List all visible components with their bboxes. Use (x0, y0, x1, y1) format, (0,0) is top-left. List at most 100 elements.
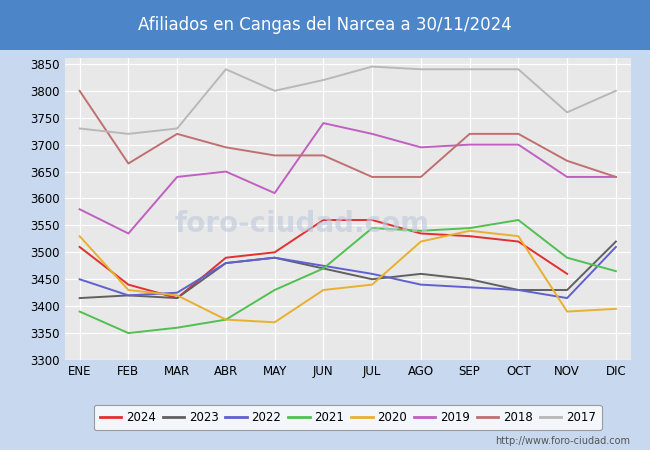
2017 (270, 88, 278, 94)
2021 (368, 225, 376, 231)
2017 (465, 67, 473, 72)
2019 (270, 190, 278, 196)
2024 (222, 255, 230, 261)
2023 (612, 239, 619, 244)
2018 (563, 158, 571, 163)
2019 (417, 144, 425, 150)
2018 (125, 161, 133, 166)
2022 (75, 277, 83, 282)
2024 (75, 244, 83, 250)
2019 (563, 174, 571, 180)
Text: foro-ciudad.com: foro-ciudad.com (175, 210, 430, 238)
2017 (563, 110, 571, 115)
2018 (75, 88, 83, 94)
2022 (368, 271, 376, 277)
2020 (417, 239, 425, 244)
2024 (417, 231, 425, 236)
2024 (320, 217, 327, 223)
2020 (368, 282, 376, 287)
2017 (612, 88, 619, 94)
2022 (563, 295, 571, 301)
2018 (515, 131, 523, 136)
2019 (320, 121, 327, 126)
2020 (125, 287, 133, 292)
2018 (368, 174, 376, 180)
Line: 2019: 2019 (79, 123, 616, 234)
2017 (173, 126, 181, 131)
2020 (612, 306, 619, 311)
Text: http://www.foro-ciudad.com: http://www.foro-ciudad.com (495, 436, 630, 446)
2022 (173, 290, 181, 295)
2022 (465, 284, 473, 290)
2019 (368, 131, 376, 136)
2019 (515, 142, 523, 147)
2019 (465, 142, 473, 147)
2020 (270, 320, 278, 325)
2020 (75, 234, 83, 239)
2022 (515, 287, 523, 292)
2017 (222, 67, 230, 72)
2022 (270, 255, 278, 261)
Line: 2023: 2023 (79, 242, 616, 298)
2018 (270, 153, 278, 158)
2019 (612, 174, 619, 180)
2019 (222, 169, 230, 174)
2018 (320, 153, 327, 158)
2021 (612, 269, 619, 274)
2024 (465, 234, 473, 239)
2023 (320, 266, 327, 271)
2021 (515, 217, 523, 223)
2017 (417, 67, 425, 72)
2024 (515, 239, 523, 244)
2018 (612, 174, 619, 180)
Text: Afiliados en Cangas del Narcea a 30/11/2024: Afiliados en Cangas del Narcea a 30/11/2… (138, 16, 512, 34)
Line: 2022: 2022 (79, 247, 616, 298)
2023 (125, 292, 133, 298)
2018 (465, 131, 473, 136)
2019 (75, 207, 83, 212)
2021 (320, 266, 327, 271)
2021 (465, 225, 473, 231)
2023 (222, 261, 230, 266)
2017 (75, 126, 83, 131)
2023 (270, 255, 278, 261)
2023 (417, 271, 425, 277)
2019 (173, 174, 181, 180)
2022 (417, 282, 425, 287)
2021 (222, 317, 230, 322)
Line: 2024: 2024 (79, 220, 567, 298)
2022 (612, 244, 619, 250)
2022 (222, 261, 230, 266)
2018 (173, 131, 181, 136)
2018 (417, 174, 425, 180)
Line: 2021: 2021 (79, 220, 616, 333)
2023 (368, 277, 376, 282)
2017 (125, 131, 133, 136)
2024 (173, 295, 181, 301)
Line: 2017: 2017 (79, 67, 616, 134)
Line: 2018: 2018 (79, 91, 616, 177)
2019 (125, 231, 133, 236)
2023 (515, 287, 523, 292)
2024 (270, 250, 278, 255)
2021 (125, 330, 133, 336)
2023 (563, 287, 571, 292)
2020 (465, 228, 473, 234)
2024 (368, 217, 376, 223)
2020 (563, 309, 571, 314)
2020 (222, 317, 230, 322)
2021 (270, 287, 278, 292)
2018 (222, 144, 230, 150)
2023 (75, 295, 83, 301)
2021 (75, 309, 83, 314)
2024 (563, 271, 571, 277)
2024 (125, 282, 133, 287)
2022 (125, 292, 133, 298)
2020 (515, 234, 523, 239)
2017 (368, 64, 376, 69)
2022 (320, 263, 327, 269)
2023 (173, 295, 181, 301)
2023 (465, 277, 473, 282)
Line: 2020: 2020 (79, 231, 616, 322)
2020 (320, 287, 327, 292)
